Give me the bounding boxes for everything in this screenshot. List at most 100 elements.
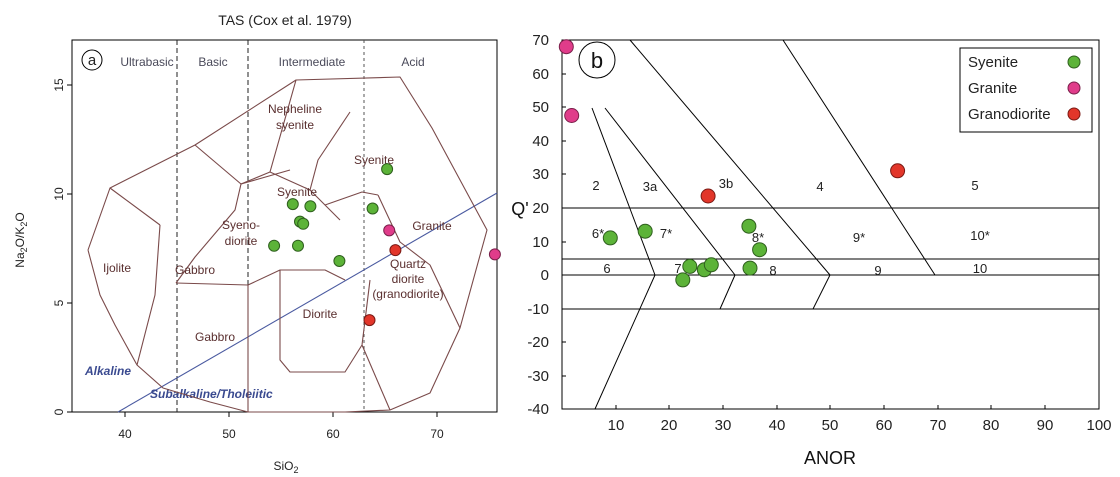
panel-b-ytick-30: 30 <box>532 166 549 183</box>
panel-b-ytick-0: 0 <box>541 267 549 284</box>
field-label-quartz-diorite-line3: (granodiorite) <box>372 287 443 301</box>
field-label-syeno-diorite-line1: Syeno- <box>222 218 260 232</box>
panel-a-ytick-0: 0 <box>52 408 66 415</box>
panel-a-ytick-5: 5 <box>52 299 66 306</box>
panel-a-points <box>268 163 501 327</box>
panel-a-title: TAS (Cox et al. 1979) <box>218 12 352 28</box>
qanor-point-syenite-2 <box>637 223 653 239</box>
legend-label-syenite: Syenite <box>968 54 1018 71</box>
field-b-8: 8 <box>769 263 776 278</box>
panel-a-division-intermediate: Intermediate <box>279 55 346 69</box>
tas-field-boundaries <box>87 76 488 413</box>
panel-b-xtick-marks <box>615 405 1046 409</box>
panel-b-points <box>558 39 906 288</box>
field-label-granite: Granite <box>412 219 452 233</box>
field-label-syenite-upper: Syenite <box>354 153 394 167</box>
tas-point-granite-2 <box>488 248 501 261</box>
legend-marker-syenite <box>1067 55 1081 69</box>
qanor-point-granite-1 <box>558 39 574 55</box>
field-b-7star: 7* <box>660 226 672 241</box>
qanor-point-syenite-6 <box>682 258 698 274</box>
panel-b-ytick-40: 40 <box>532 133 549 150</box>
panel-b-ytick-10: 10 <box>532 234 549 251</box>
tas-point-syenite-9 <box>381 163 394 176</box>
field-label-nepheline-syenite-line2: syenite <box>276 118 314 132</box>
panel-b-reference-lines <box>562 207 1099 310</box>
field-b-3a: 3a <box>643 179 658 194</box>
field-label-nepheline-syenite-line1: Nepheline <box>268 102 322 116</box>
panel-b-xtick-100: 100 <box>1086 417 1111 434</box>
panel-b-ytick-70: 70 <box>532 32 549 49</box>
tas-point-syenite-1 <box>286 198 299 211</box>
panel-a-xtick-marks <box>124 412 438 417</box>
qanor-point-syenite-5 <box>675 272 691 288</box>
panel-a-ytick-marks <box>67 84 72 413</box>
tas-point-syenite-3 <box>297 217 310 230</box>
tas-point-syenite-4 <box>304 200 317 213</box>
panel-a: TAS (Cox et al. 1979) a 0 5 10 15 40 50 … <box>13 12 501 475</box>
panel-b-xtick-60: 60 <box>876 417 893 434</box>
panel-b-ylabel: Q' <box>511 199 528 219</box>
field-label-ijolite: Ijolite <box>103 261 131 275</box>
alkaline-subalkaline-line <box>117 192 498 413</box>
panel-b-ytick-20: 20 <box>532 200 549 217</box>
tas-point-syenite-8 <box>366 202 379 215</box>
series-label-alkaline: Alkaline <box>84 364 131 378</box>
qanor-point-granite-2 <box>564 108 580 123</box>
field-label-syeno-diorite-line2: diorite <box>225 234 258 248</box>
field-b-6: 6 <box>603 261 610 276</box>
field-b-6star: 6* <box>592 226 604 241</box>
tas-point-granodiorite-1 <box>389 244 402 257</box>
tas-point-syenite-5 <box>268 239 281 252</box>
panel-b-xtick-70: 70 <box>930 417 947 434</box>
tas-point-syenite-7 <box>333 255 346 267</box>
panel-b-xtick-10: 10 <box>608 417 625 434</box>
tas-point-granodiorite-2 <box>363 314 376 327</box>
series-label-subalkaline: Subalkaline/Tholeiitic <box>150 387 273 401</box>
panel-b-label-text: b <box>591 48 603 73</box>
panel-b-ytick-minus40: -40 <box>527 401 549 418</box>
panel-a-xtick-40: 40 <box>118 427 132 441</box>
panel-b-xtick-80: 80 <box>983 417 1000 434</box>
panel-a-xtick-70: 70 <box>430 427 444 441</box>
field-b-9: 9 <box>874 263 881 278</box>
panel-b-ytick-marks <box>562 39 566 377</box>
panel-b-xtick-30: 30 <box>715 417 732 434</box>
panel-a-xlabel: SiO2 <box>273 459 298 475</box>
panel-a-division-basic: Basic <box>198 55 227 69</box>
tas-point-granite-1 <box>383 224 396 237</box>
legend-label-granite: Granite <box>968 80 1017 97</box>
qanor-point-syenite-9 <box>742 260 758 276</box>
panel-a-ytick-10: 10 <box>52 187 66 201</box>
panel-a-label: a <box>81 49 103 71</box>
field-label-quartz-diorite-line1: Quartz <box>390 257 426 271</box>
qanor-point-syenite-8 <box>703 257 719 273</box>
legend-label-granodiorite: Granodiorite <box>968 106 1051 123</box>
panel-b-ytick-50: 50 <box>532 99 549 116</box>
panel-b-ytick-minus10: -10 <box>527 301 549 318</box>
field-b-10: 10 <box>973 261 987 276</box>
panel-a-xtick-60: 60 <box>326 427 340 441</box>
field-label-syenite-mid: Syenite <box>277 185 317 199</box>
field-label-diorite: Diorite <box>303 307 338 321</box>
field-b-10star: 10* <box>970 228 990 243</box>
field-b-7: 7 <box>674 261 681 276</box>
qanor-point-syenite-1 <box>602 230 618 246</box>
panel-a-division-lines <box>176 40 365 412</box>
field-label-gabbro-lower: Gabbro <box>195 330 235 344</box>
panel-b-xlabel: ANOR <box>804 448 856 468</box>
panel-a-xtick-50: 50 <box>222 427 236 441</box>
qanor-point-granodiorite-1 <box>700 188 716 204</box>
panel-b-ytick-minus20: -20 <box>527 334 549 351</box>
panel-b-field-boundaries <box>591 39 936 410</box>
field-b-5: 5 <box>971 178 978 193</box>
panel-a-label-text: a <box>88 52 97 69</box>
field-b-8star: 8* <box>752 230 764 245</box>
panel-b: b 2 3a 3b 4 5 6* 7* 8* 9* 10* 6 <box>511 32 1111 468</box>
field-b-2: 2 <box>592 178 599 193</box>
field-b-9star: 9* <box>853 230 865 245</box>
panel-b-xtick-20: 20 <box>661 417 678 434</box>
field-b-4: 4 <box>816 179 823 194</box>
panel-b-label: b <box>578 41 616 79</box>
